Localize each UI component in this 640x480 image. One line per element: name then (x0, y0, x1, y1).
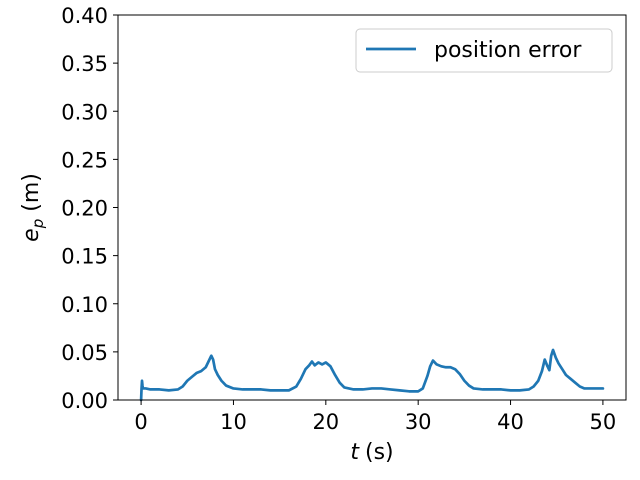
y-tick-label: 0.10 (61, 293, 108, 317)
axes-frame (117, 14, 627, 401)
legend: position error (355, 28, 613, 73)
series-line-position-error (139, 348, 605, 402)
x-tick-label: 20 (312, 410, 339, 434)
x-tick-label: 50 (590, 410, 617, 434)
y-tick-label: 0.25 (61, 148, 108, 172)
y-axis-ticks: 0.00 0.05 0.10 0.15 0.20 0.25 0.30 0.35 0.40 (61, 4, 118, 413)
y-tick-label: 0.15 (61, 245, 108, 269)
x-axis-ticks: 0 10 20 30 40 50 (134, 400, 616, 434)
y-axis-label-subscript: p (29, 219, 47, 230)
x-tick-label: 40 (497, 410, 524, 434)
legend-label: position error (434, 38, 582, 63)
x-tick-label: 0 (134, 410, 147, 434)
x-tick-label: 30 (405, 410, 432, 434)
y-tick-label: 0.30 (61, 100, 108, 124)
x-tick-label: 10 (220, 410, 247, 434)
y-tick-label: 0.35 (61, 52, 108, 76)
y-tick-label: 0.00 (61, 389, 108, 413)
y-axis-label: ep (m) (19, 173, 47, 242)
y-axis-label-var: e (19, 228, 44, 242)
y-axis-label-unit: (m) (19, 173, 44, 212)
x-axis-label-var: t (350, 440, 360, 465)
x-axis-label-unit: (s) (365, 440, 394, 465)
y-tick-label: 0.40 (61, 4, 108, 28)
x-axis-label: t (s) (350, 440, 393, 465)
plot-area (139, 348, 605, 402)
legend-box (355, 28, 613, 73)
y-tick-label: 0.20 (61, 197, 108, 221)
y-tick-label: 0.05 (61, 341, 108, 365)
